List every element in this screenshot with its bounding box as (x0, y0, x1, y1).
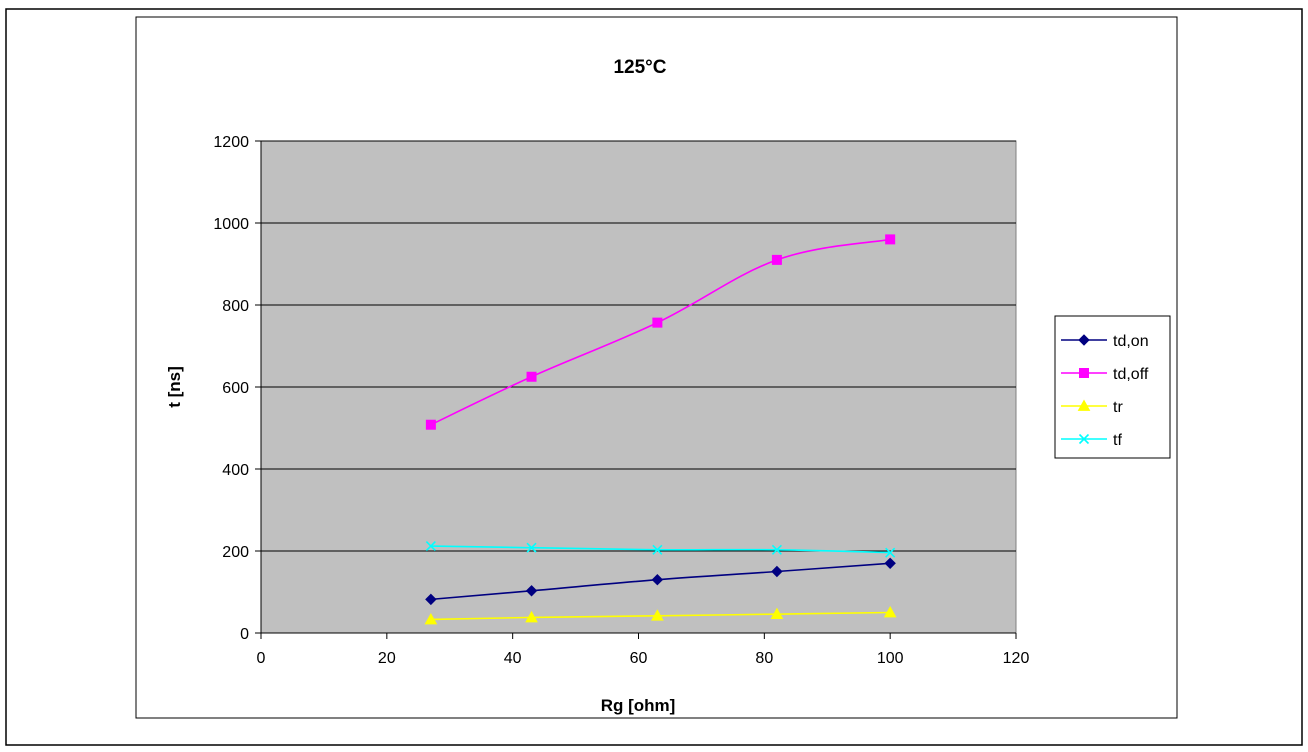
x-tick-label-2: 40 (504, 650, 522, 667)
y-tick-label-0: 0 (240, 626, 249, 643)
series-1 (425, 234, 896, 430)
legend-label-0: td,on (1113, 333, 1149, 350)
data-point-1-0 (425, 419, 436, 430)
data-point-0-2 (651, 573, 664, 586)
legend-label-3: tf (1113, 432, 1122, 449)
y-axis-ticks: 0 200 400 600 800 1000 1200 (213, 134, 261, 643)
legend-label-1: td,off (1113, 366, 1149, 383)
data-point-2-0 (424, 612, 438, 625)
x-axis-title: Rg [ohm] (601, 696, 676, 715)
series-0 (425, 557, 896, 606)
series-layer (424, 234, 897, 625)
y-tick-label-3: 600 (222, 380, 249, 397)
y-tick-label-2: 400 (222, 462, 249, 479)
legend: td,on td,off tr tf (1054, 315, 1171, 459)
data-point-3-0 (425, 541, 436, 552)
data-point-0-0 (425, 593, 437, 606)
data-point-1-2 (652, 317, 663, 328)
grid-lines (261, 140, 1016, 552)
x-axis-ticks: 0 20 40 60 80 100 120 (257, 633, 1030, 667)
data-point-0-4 (884, 557, 896, 570)
chart-title: 125°C (613, 57, 666, 78)
data-point-3-2 (652, 544, 663, 555)
x-tick-label-6: 120 (1003, 650, 1030, 667)
y-tick-label-5: 1000 (213, 216, 249, 233)
y-tick-label-4: 800 (222, 298, 249, 315)
data-point-2-4 (883, 605, 897, 618)
data-point-0-3 (771, 565, 783, 578)
x-tick-label-4: 80 (755, 650, 773, 667)
data-point-1-1 (526, 371, 537, 382)
x-tick-label-3: 60 (630, 650, 648, 667)
data-point-3-1 (526, 542, 537, 553)
data-point-2-3 (770, 607, 784, 620)
legend-label-2: tr (1113, 399, 1123, 416)
legend-marker-2 (1077, 399, 1091, 411)
series-3 (425, 541, 896, 558)
x-tick-label-1: 20 (378, 650, 396, 667)
legend-marker-3 (1078, 433, 1090, 445)
data-point-2-1 (525, 610, 538, 623)
data-point-0-1 (525, 585, 538, 597)
y-axis-title: t [ns] (165, 366, 184, 408)
series-2 (424, 605, 897, 625)
x-tick-label-0: 0 (257, 650, 266, 667)
legend-marker-0 (1078, 334, 1090, 346)
data-point-2-2 (651, 609, 664, 621)
data-point-1-3 (771, 254, 782, 265)
data-point-1-4 (885, 234, 896, 245)
y-tick-label-6: 1200 (213, 134, 249, 151)
data-point-3-4 (885, 547, 896, 558)
y-tick-label-1: 200 (222, 544, 249, 561)
legend-marker-1 (1079, 368, 1089, 378)
data-point-3-3 (771, 544, 782, 555)
x-tick-label-5: 100 (877, 650, 904, 667)
